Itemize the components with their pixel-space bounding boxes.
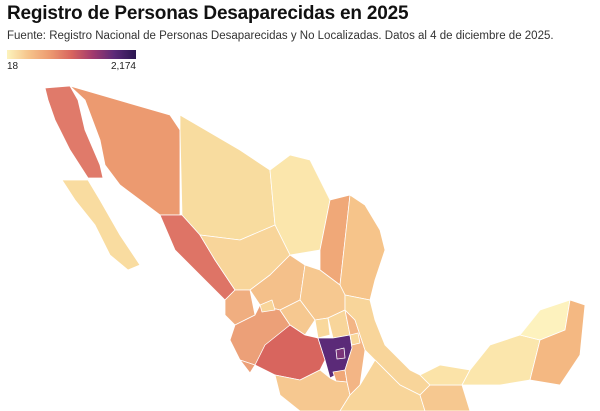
color-legend: 18 2,174 [7,50,136,72]
state-tamaulipas[interactable] [339,194,386,301]
state-baja-california-sur[interactable] [61,179,141,271]
state-tlaxcala[interactable] [349,332,361,346]
page-title: Registro de Personas Desaparecidas en 20… [7,3,409,24]
legend-max: 2,174 [110,61,136,72]
state-colima[interactable] [239,359,256,374]
state-chiapas[interactable] [419,384,471,411]
state-chihuahua[interactable] [179,114,276,241]
legend-gradient [7,50,136,59]
source-note: Fuente: Registro Nacional de Personas De… [7,30,554,42]
state-campeche[interactable] [461,334,541,386]
state-guanajuato[interactable] [279,299,316,336]
state-baja-california[interactable] [44,85,104,179]
state-tabasco[interactable] [419,364,471,386]
state-quintana-roo[interactable] [529,299,586,386]
state-aguascalientes[interactable] [259,299,276,313]
state-queretaro[interactable] [314,317,331,339]
state-sonora[interactable] [69,85,181,216]
legend-min: 18 [7,61,19,72]
state-ciudad-de-mexico[interactable] [335,347,346,360]
state-michoacan[interactable] [254,324,326,381]
